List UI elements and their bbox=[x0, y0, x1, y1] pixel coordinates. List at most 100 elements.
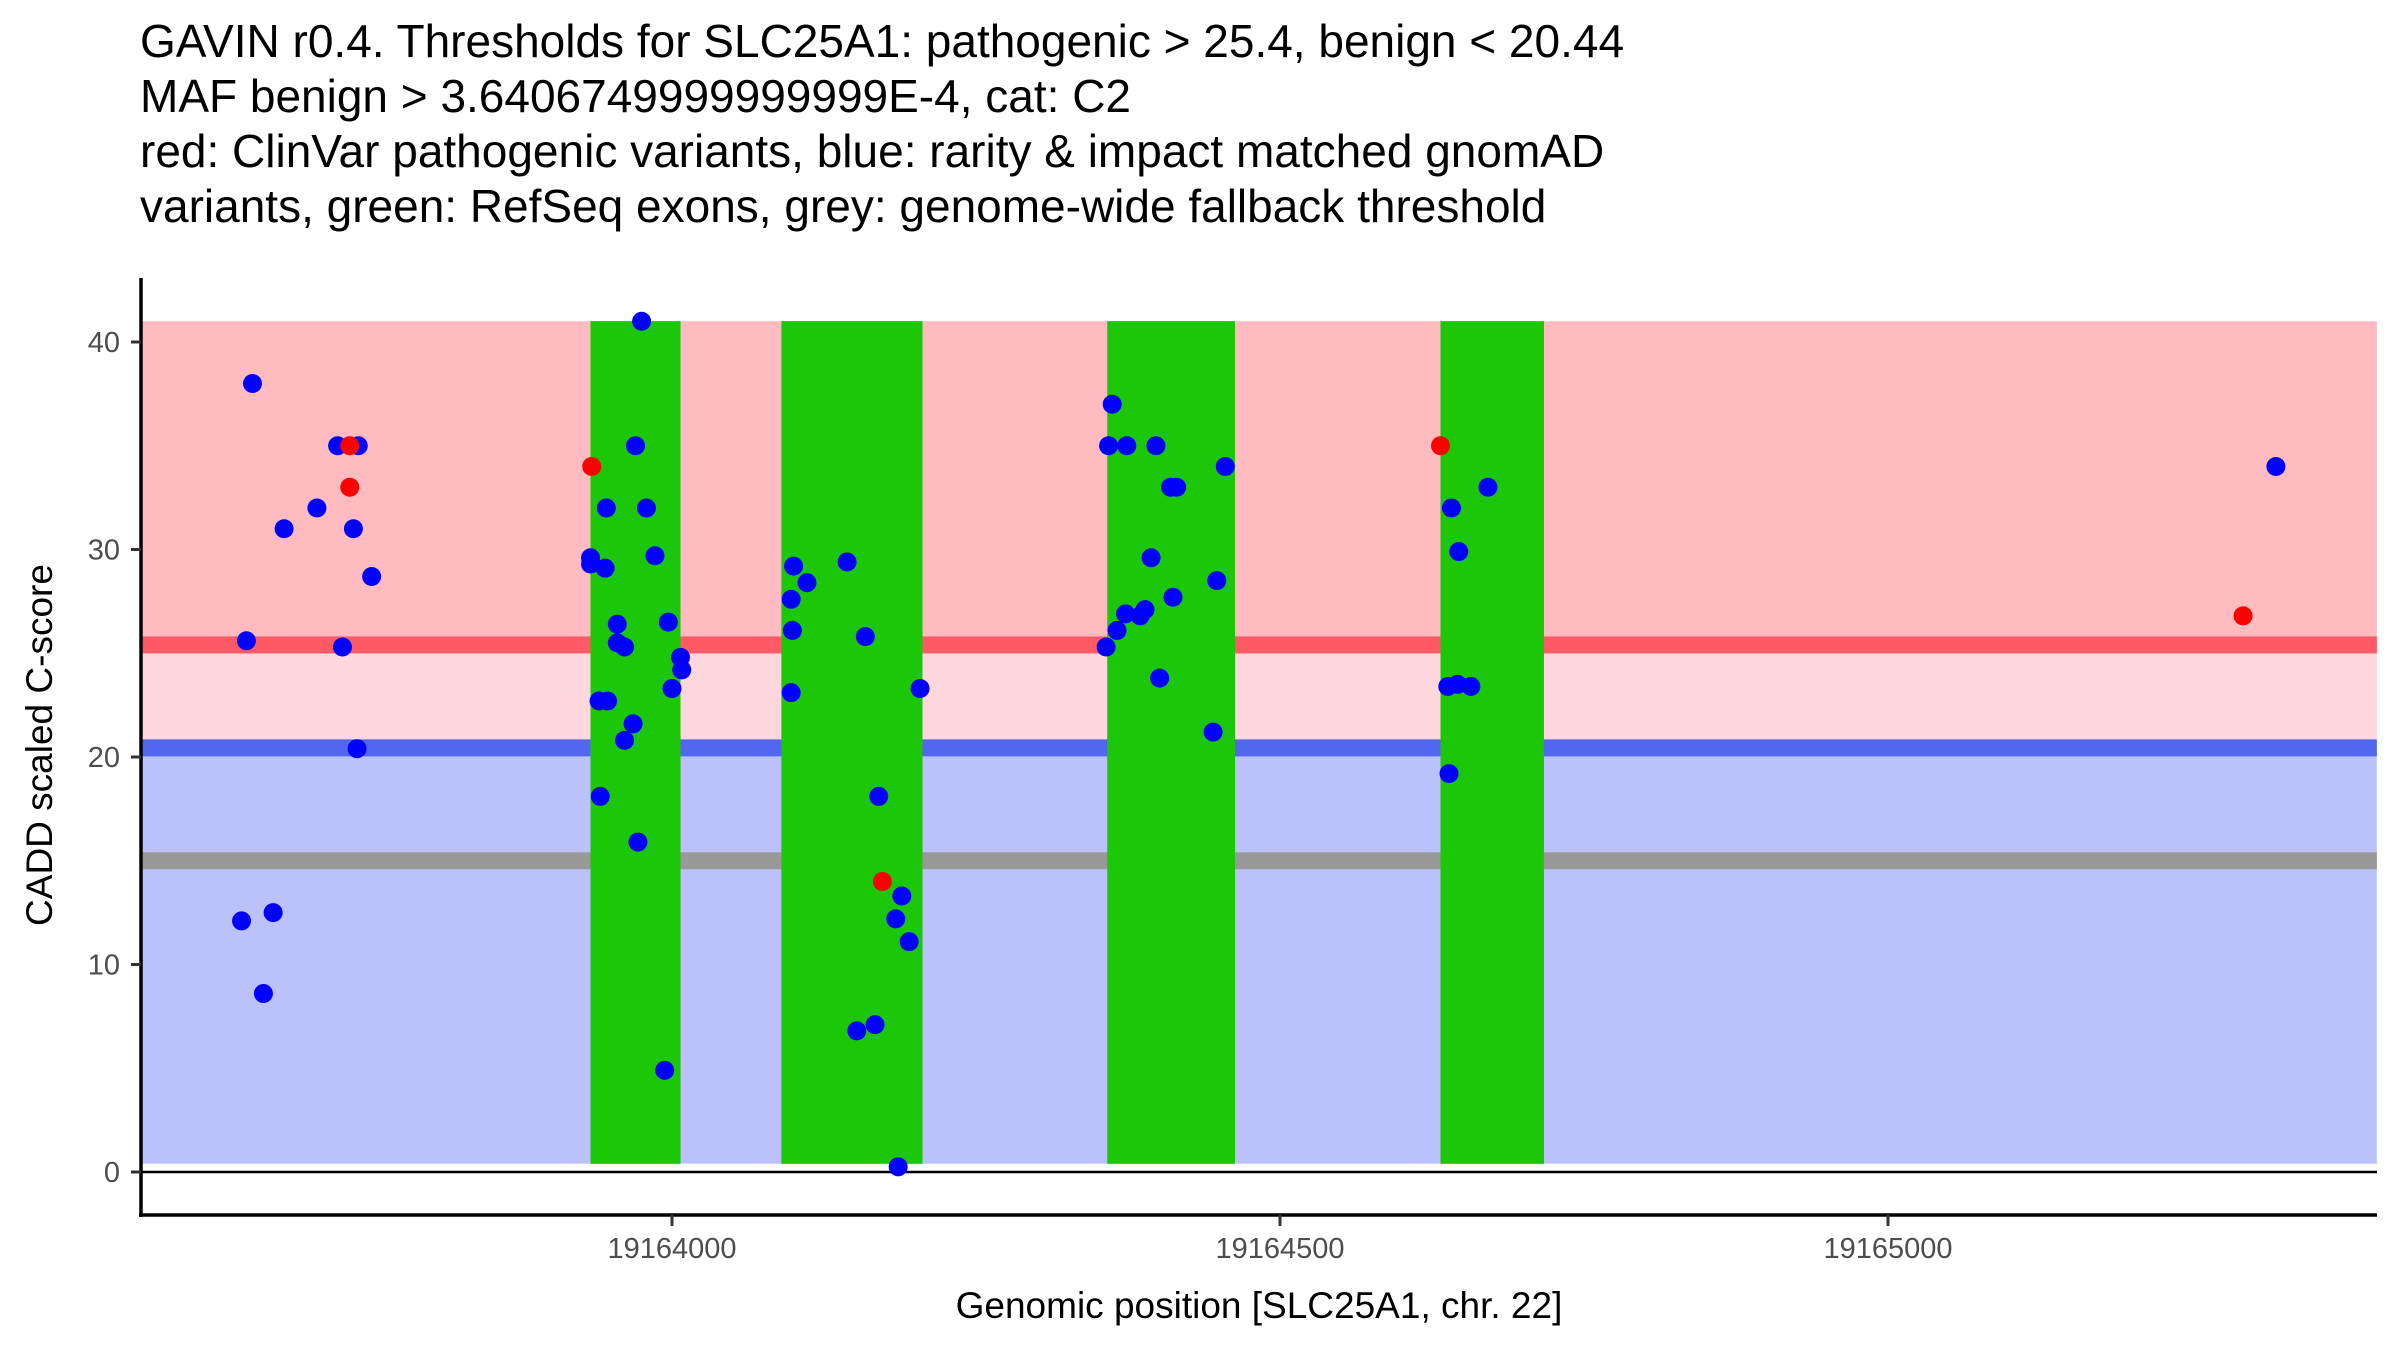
gnomad-point bbox=[847, 1021, 867, 1041]
gnomad-point bbox=[797, 573, 817, 593]
gnomad-point bbox=[263, 903, 283, 923]
y-tick-label: 20 bbox=[88, 742, 120, 774]
x-tick-label: 19164500 bbox=[1215, 1233, 1344, 1265]
exon-bar-overlay-4 bbox=[1440, 321, 1544, 1164]
gnomad-point bbox=[362, 566, 382, 586]
data-points bbox=[232, 311, 2286, 1177]
chart-title: GAVIN r0.4. Thresholds for SLC25A1: path… bbox=[140, 14, 1624, 234]
y-tick-label: 30 bbox=[88, 535, 120, 567]
x-ticks: 19164000 19164500 19165000 bbox=[607, 1215, 1953, 1265]
gnomad-point bbox=[1215, 457, 1235, 476]
title-line-3: red: ClinVar pathogenic variants, blue: … bbox=[140, 125, 1605, 177]
gnomad-point bbox=[615, 637, 635, 657]
gnomad-point bbox=[1150, 668, 1170, 688]
clinvar-point bbox=[2233, 606, 2253, 626]
x-axis-title: Genomic position [SLC25A1, chr. 22] bbox=[956, 1285, 1563, 1326]
gnomad-point bbox=[253, 984, 273, 1004]
gnomad-point bbox=[581, 554, 601, 574]
gnomad-point bbox=[1461, 676, 1481, 696]
gnomad-point bbox=[855, 627, 875, 647]
y-tick-label: 0 bbox=[104, 1157, 120, 1189]
gnomad-point bbox=[888, 1157, 908, 1177]
gnomad-point bbox=[1141, 548, 1161, 568]
gnomad-point bbox=[1207, 571, 1227, 591]
gnomad-point bbox=[886, 909, 906, 929]
gnomad-point bbox=[1102, 394, 1122, 414]
gnomad-point bbox=[1441, 498, 1461, 518]
gnomad-point bbox=[632, 311, 652, 331]
gnomad-point bbox=[1096, 637, 1116, 657]
gnomad-point bbox=[1146, 436, 1166, 456]
gnomad-point bbox=[655, 1060, 675, 1080]
gnomad-point bbox=[595, 558, 615, 578]
gnomad-point bbox=[590, 786, 610, 806]
axes bbox=[139, 278, 2377, 1217]
y-tick-label: 40 bbox=[88, 327, 120, 359]
exon-bar-overlay-3 bbox=[1107, 321, 1236, 1164]
gnomad-point bbox=[347, 739, 367, 759]
y-tick-label: 10 bbox=[88, 950, 120, 982]
gnomad-point bbox=[607, 614, 627, 634]
gnomad-point bbox=[1130, 606, 1150, 626]
gnomad-point bbox=[869, 786, 889, 806]
gnomad-point bbox=[1478, 477, 1498, 497]
exon-bar-overlay-1 bbox=[590, 321, 681, 1164]
title-line-4: variants, green: RefSeq exons, grey: gen… bbox=[140, 180, 1547, 232]
gnomad-point bbox=[662, 679, 682, 699]
gnomad-point bbox=[837, 552, 857, 572]
gnomad-point bbox=[781, 589, 801, 609]
gnomad-point bbox=[2266, 457, 2286, 476]
gnomad-point bbox=[332, 637, 352, 657]
gnomad-point bbox=[892, 886, 912, 906]
gnomad-point bbox=[1167, 477, 1187, 497]
gnomad-point bbox=[1203, 722, 1223, 742]
gnomad-point bbox=[1116, 604, 1136, 624]
gnomad-point bbox=[232, 911, 252, 931]
y-ticks: 0 10 20 30 40 bbox=[88, 327, 141, 1189]
gnomad-point bbox=[596, 498, 616, 518]
gnomad-point bbox=[623, 714, 643, 734]
gnomad-point bbox=[1439, 764, 1459, 784]
clinvar-point bbox=[582, 457, 602, 476]
gnomad-point bbox=[626, 436, 646, 456]
clinvar-point bbox=[340, 436, 360, 456]
gnomad-point bbox=[784, 556, 804, 576]
pathogenic-zone bbox=[141, 321, 2377, 645]
gnomad-point bbox=[782, 620, 802, 640]
threshold-line-pathogenic bbox=[141, 636, 2377, 654]
gnomad-point bbox=[615, 730, 635, 750]
gnomad-point bbox=[781, 683, 801, 703]
gnomad-point bbox=[1449, 542, 1469, 562]
gnomad-point bbox=[274, 519, 294, 539]
gnomad-point bbox=[343, 519, 363, 539]
gnomad-point bbox=[236, 631, 256, 651]
benign-zone bbox=[141, 747, 2377, 1164]
threshold-line-benign bbox=[141, 739, 2377, 757]
threshold-regions bbox=[141, 321, 2377, 1164]
threshold-lines bbox=[141, 321, 2377, 1164]
gnomad-point bbox=[1099, 436, 1119, 456]
gnomad-point bbox=[672, 660, 692, 680]
gnomad-point bbox=[645, 546, 665, 566]
gnomad-point bbox=[910, 679, 930, 699]
intermediate-zone bbox=[141, 644, 2377, 748]
gnomad-point bbox=[865, 1015, 885, 1035]
threshold-line-genome-wide-fallback bbox=[141, 852, 2377, 870]
x-tick-label: 19165000 bbox=[1823, 1233, 1952, 1265]
gnomad-point bbox=[636, 498, 656, 518]
y-axis-title: CADD scaled C-score bbox=[19, 564, 60, 926]
gnomad-point bbox=[598, 691, 618, 711]
gnomad-point bbox=[628, 832, 648, 852]
gnomad-point bbox=[1117, 436, 1137, 456]
gnomad-point bbox=[1107, 620, 1127, 640]
clinvar-point bbox=[872, 872, 892, 891]
gnomad-point bbox=[1163, 587, 1183, 607]
gnomad-point bbox=[899, 932, 919, 952]
gnomad-point bbox=[658, 612, 678, 632]
title-line-1: GAVIN r0.4. Thresholds for SLC25A1: path… bbox=[140, 15, 1625, 67]
x-tick-label: 19164000 bbox=[607, 1233, 736, 1265]
title-line-2: MAF benign > 3.6406749999999999E-4, cat:… bbox=[140, 70, 1131, 122]
gnomad-point bbox=[307, 498, 327, 518]
clinvar-point bbox=[340, 477, 360, 497]
